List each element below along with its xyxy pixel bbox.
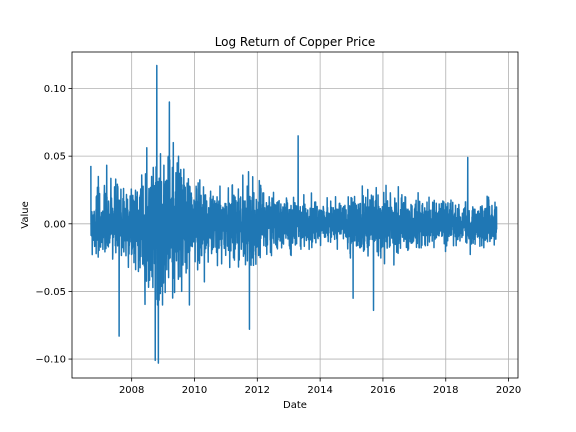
x-tick-label: 2016	[370, 385, 395, 396]
plot-area-frame	[71, 51, 519, 379]
y-tick-label: 0.10	[44, 84, 66, 95]
y-tick-label: 0.05	[44, 152, 66, 163]
x-tick-label: 2012	[245, 385, 270, 396]
y-tick-label: −0.10	[35, 355, 66, 366]
x-tick-label: 2018	[433, 385, 458, 396]
x-tick-label: 2020	[496, 385, 521, 396]
y-tick-label: −0.05	[35, 287, 66, 298]
x-tick-label: 2008	[119, 385, 144, 396]
chart-title: Log Return of Copper Price	[215, 35, 376, 49]
axis-ticks: 2008 2010 2012 2014 2016 2018 2020 −0.10 −0.05 0.…	[35, 84, 521, 396]
y-tick-label: 0.00	[44, 219, 66, 230]
series-line	[90, 64, 498, 364]
x-tick-label: 2010	[182, 385, 207, 396]
x-tick-label: 2014	[307, 385, 332, 396]
y-axis-label: Value	[20, 201, 31, 228]
x-axis-label: Date	[283, 400, 307, 411]
